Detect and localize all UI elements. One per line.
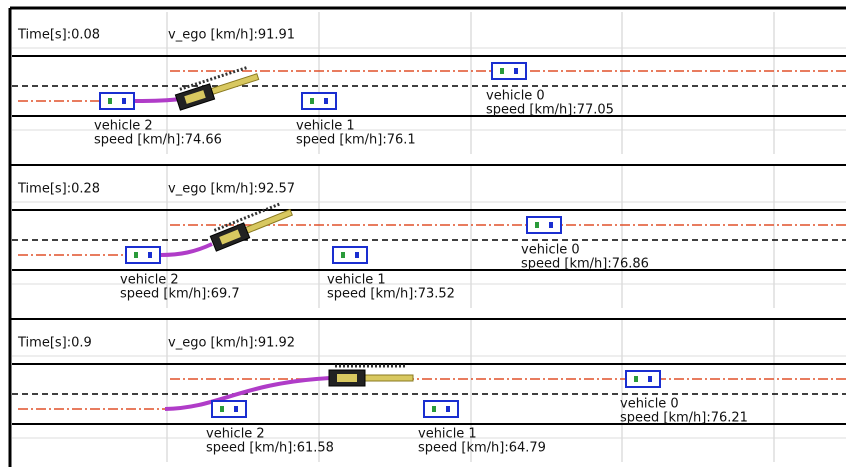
vehicle [125,246,161,264]
vehicle-marker [220,406,224,412]
vehicle [332,246,368,264]
ego-window [337,374,357,382]
ego-vehicle [328,364,414,387]
speed-ego-label: v_ego [km/h]:92.57 [168,182,295,197]
vehicle-marker [324,98,328,104]
speed-ego-label: v_ego [km/h]:91.91 [168,28,295,43]
vehicle-marker [355,252,359,258]
vehicle-name: vehicle 2 [94,119,153,134]
vehicle-marker [234,406,238,412]
vehicle-marker [341,252,345,258]
vehicle-marker [535,222,539,228]
vehicle-speed: speed [km/h]:74.66 [94,133,222,148]
vehicle-marker [432,406,436,412]
vehicle [526,216,562,234]
vehicle-name: vehicle 2 [120,273,179,288]
vehicle-speed: speed [km/h]:61.58 [206,441,334,456]
time-label: Time[s]:0.28 [17,182,100,197]
vehicle-speed: speed [km/h]:76.86 [521,257,649,272]
ego-window [219,229,241,245]
vehicle-marker [134,252,138,258]
vehicle-name: vehicle 0 [486,89,545,104]
vehicle-name: vehicle 0 [521,243,580,258]
vehicle-name: vehicle 1 [296,119,355,134]
vehicle-speed: speed [km/h]:77.05 [486,103,614,118]
vehicle-speed: speed [km/h]:69.7 [120,287,240,302]
vehicle [491,62,527,80]
vehicle-speed: speed [km/h]:64.79 [418,441,546,456]
vehicle-name: vehicle 1 [418,427,477,442]
time-label: Time[s]:0.08 [17,28,100,43]
vehicle-marker [310,98,314,104]
vehicle-marker [122,98,126,104]
trajectory [134,97,181,103]
vehicle-marker [108,98,112,104]
time-label: Time[s]:0.9 [17,336,92,351]
vehicle-speed: speed [km/h]:73.52 [327,287,455,302]
speed-ego-label: v_ego [km/h]:91.92 [168,336,295,351]
ego-vehicle [209,202,293,252]
vehicle-marker [446,406,450,412]
vehicle-marker [514,68,518,74]
ego-window [184,90,206,104]
vehicle-marker [500,68,504,74]
vehicle [625,370,661,388]
vehicle [423,400,459,418]
vehicle-marker [648,376,652,382]
vehicle [301,92,337,110]
trajectory [164,376,331,411]
vehicle [211,400,247,418]
vehicle-marker [634,376,638,382]
trajectory [160,242,213,257]
vehicle-speed: speed [km/h]:76.1 [296,133,416,148]
vehicle-marker [148,252,152,258]
ego-plan [362,374,414,382]
vehicle-marker [549,222,553,228]
vehicle [99,92,135,110]
vehicle-name: vehicle 1 [327,273,386,288]
vehicle-name: vehicle 0 [620,397,679,412]
vehicle-name: vehicle 2 [206,427,265,442]
vehicle-speed: speed [km/h]:76.21 [620,411,748,426]
